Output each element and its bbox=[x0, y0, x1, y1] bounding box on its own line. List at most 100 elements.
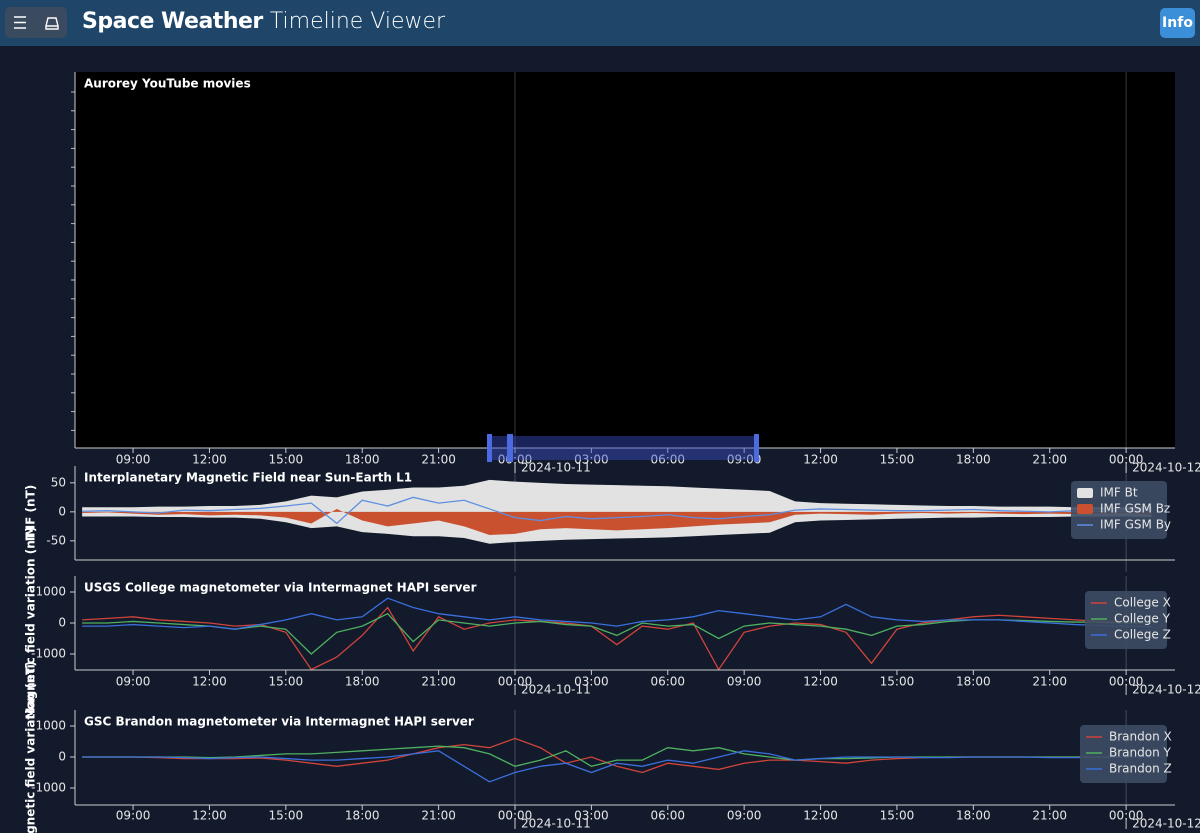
app-title: Space Weather Timeline Viewer bbox=[82, 9, 445, 34]
x-tick-label: 03:00 bbox=[574, 453, 609, 467]
y-axis-label: Magnetic field variation (nT) bbox=[24, 661, 38, 833]
legend-box bbox=[1071, 481, 1167, 539]
legend-label: IMF Bt bbox=[1100, 486, 1138, 500]
chart-title: Interplanetary Magnetic Field near Sun-E… bbox=[84, 471, 412, 485]
title-light: Timeline Viewer bbox=[269, 9, 446, 34]
chart-title: Aurorey YouTube movies bbox=[84, 77, 251, 91]
x-tick-label: 06:00 bbox=[650, 453, 685, 467]
x-tick-label: 00:00 bbox=[498, 675, 533, 689]
y-tick-label: 1000 bbox=[35, 718, 66, 732]
legend-label: College X bbox=[1114, 596, 1171, 610]
chart-title: GSC Brandon magnetometer via Intermagnet… bbox=[84, 715, 474, 729]
x-tick-label: 21:00 bbox=[1032, 809, 1067, 823]
x-tick-label: 00:00 bbox=[498, 809, 533, 823]
legend-label: Brandon Y bbox=[1109, 746, 1172, 760]
date-label: 2024-10-12 bbox=[1132, 683, 1200, 697]
x-tick-label: 12:00 bbox=[803, 675, 838, 689]
chart-title: USGS College magnetometer via Intermagne… bbox=[84, 581, 477, 595]
series-line bbox=[82, 750, 1152, 783]
y-tick-label: 1000 bbox=[35, 584, 66, 598]
x-tick-label: 15:00 bbox=[269, 675, 304, 689]
y-axis-label: IMF (nT) bbox=[24, 485, 38, 541]
legend-label: Brandon X bbox=[1109, 730, 1172, 744]
button-group bbox=[5, 7, 67, 38]
y-axis-label: Magnetic field variation (nT) bbox=[24, 527, 38, 720]
x-tick-label: 00:00 bbox=[1109, 809, 1144, 823]
x-tick-label: 21:00 bbox=[421, 675, 456, 689]
x-tick-label: 00:00 bbox=[1109, 675, 1144, 689]
date-label: 2024-10-11 bbox=[521, 683, 591, 697]
brush-handle bbox=[487, 434, 492, 462]
y-tick-label: 50 bbox=[51, 475, 66, 489]
x-tick-label: 21:00 bbox=[421, 809, 456, 823]
x-tick-label: 03:00 bbox=[574, 809, 609, 823]
plot-area bbox=[82, 479, 1152, 544]
series-line bbox=[82, 606, 1152, 670]
x-tick-label: 06:00 bbox=[650, 809, 685, 823]
storage-button[interactable] bbox=[37, 7, 67, 38]
x-tick-label: 00:00 bbox=[1109, 453, 1144, 467]
x-tick-label: 15:00 bbox=[880, 453, 915, 467]
brush-window bbox=[490, 436, 757, 460]
plot-area bbox=[82, 737, 1152, 783]
x-tick-label: 09:00 bbox=[116, 453, 151, 467]
series-line bbox=[82, 496, 1152, 525]
x-tick-label: 00:00 bbox=[498, 453, 533, 467]
y-tick-label: 0 bbox=[58, 616, 66, 630]
y-tick-label: -50 bbox=[46, 533, 66, 547]
x-tick-label: 18:00 bbox=[956, 675, 991, 689]
date-label: 2024-10-11 bbox=[521, 461, 591, 475]
x-tick-label: 18:00 bbox=[956, 809, 991, 823]
plot-background bbox=[75, 72, 1175, 448]
legend-label: IMF GSM By bbox=[1100, 518, 1171, 532]
legend-label: IMF GSM Bz bbox=[1100, 502, 1170, 516]
brush-handle bbox=[507, 434, 513, 462]
x-tick-label: 15:00 bbox=[880, 809, 915, 823]
x-tick-label: 12:00 bbox=[192, 453, 227, 467]
x-tick-label: 06:00 bbox=[650, 675, 685, 689]
x-tick-label: 15:00 bbox=[880, 675, 915, 689]
brush-handle bbox=[754, 434, 759, 462]
x-tick-label: 18:00 bbox=[345, 453, 380, 467]
series-line bbox=[82, 737, 1152, 774]
x-tick-label: 12:00 bbox=[803, 809, 838, 823]
series-line bbox=[82, 597, 1152, 630]
legend-label: Brandon Z bbox=[1109, 762, 1172, 776]
date-label: 2024-10-11 bbox=[521, 817, 591, 831]
x-tick-label: 12:00 bbox=[803, 453, 838, 467]
header: Space Weather Timeline Viewer Info bbox=[0, 0, 1200, 46]
y-tick-label: -1000 bbox=[31, 781, 66, 795]
x-tick-label: 18:00 bbox=[345, 675, 380, 689]
y-tick-label: -1000 bbox=[31, 647, 66, 661]
x-tick-label: 15:00 bbox=[269, 809, 304, 823]
menu-button[interactable] bbox=[5, 7, 35, 38]
title-bold: Space Weather bbox=[82, 9, 263, 34]
x-tick-label: 15:00 bbox=[269, 453, 304, 467]
bz-area bbox=[82, 508, 1152, 536]
legend-label: College Z bbox=[1114, 628, 1171, 642]
x-tick-label: 03:00 bbox=[574, 675, 609, 689]
x-tick-label: 09:00 bbox=[116, 809, 151, 823]
date-label: 2024-10-12 bbox=[1132, 817, 1200, 831]
x-tick-label: 21:00 bbox=[1032, 453, 1067, 467]
x-tick-label: 21:00 bbox=[1032, 675, 1067, 689]
legend-swatch bbox=[1077, 488, 1093, 498]
x-tick-label: 12:00 bbox=[192, 809, 227, 823]
x-tick-label: 12:00 bbox=[192, 675, 227, 689]
legend-swatch bbox=[1077, 504, 1093, 514]
x-tick-label: 09:00 bbox=[727, 453, 762, 467]
y-tick-label: 0 bbox=[58, 750, 66, 764]
x-tick-label: 09:00 bbox=[727, 675, 762, 689]
plot-area bbox=[82, 597, 1152, 670]
x-tick-label: 18:00 bbox=[956, 453, 991, 467]
x-tick-label: 21:00 bbox=[421, 453, 456, 467]
x-tick-label: 09:00 bbox=[116, 675, 151, 689]
date-label: 2024-10-12 bbox=[1132, 461, 1200, 475]
x-tick-label: 09:00 bbox=[727, 809, 762, 823]
info-button[interactable]: Info bbox=[1160, 8, 1195, 38]
y-tick-label: 0 bbox=[58, 504, 66, 518]
x-tick-label: 18:00 bbox=[345, 809, 380, 823]
legend-label: College Y bbox=[1114, 612, 1171, 626]
